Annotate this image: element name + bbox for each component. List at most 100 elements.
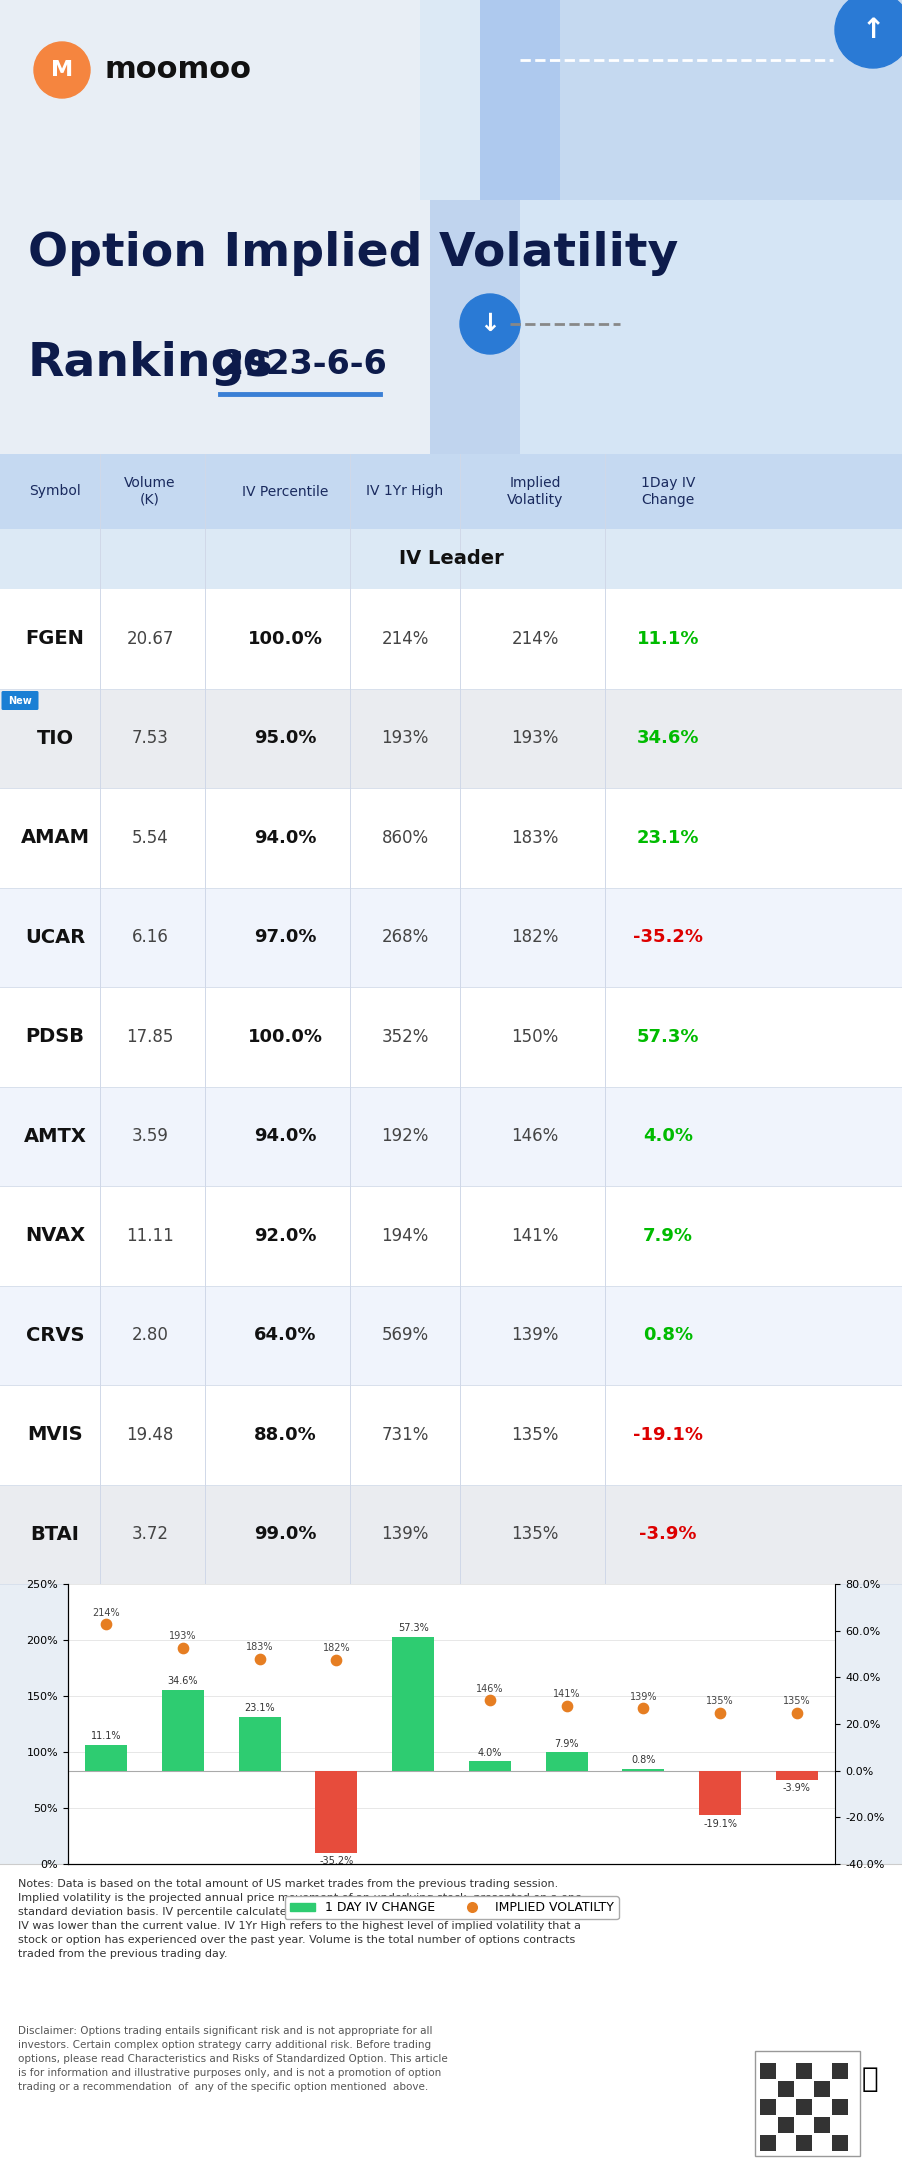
Text: 141%: 141% <box>511 1226 558 1246</box>
Text: 99.0%: 99.0% <box>253 1526 316 1544</box>
Text: UCAR: UCAR <box>25 928 85 946</box>
FancyBboxPatch shape <box>0 454 902 528</box>
Text: 214%: 214% <box>511 630 558 648</box>
FancyBboxPatch shape <box>0 1187 902 1285</box>
Text: 193%: 193% <box>381 728 428 748</box>
Text: ↑: ↑ <box>861 15 884 43</box>
Text: 7.9%: 7.9% <box>642 1226 692 1246</box>
Text: 11.1%: 11.1% <box>91 1731 121 1741</box>
Text: -35.2%: -35.2% <box>319 1857 353 1865</box>
Text: 135%: 135% <box>782 1696 810 1707</box>
Text: 0.8%: 0.8% <box>642 1326 693 1344</box>
Text: 569%: 569% <box>381 1326 428 1344</box>
Text: 194%: 194% <box>381 1226 428 1246</box>
Bar <box>238 1717 281 1770</box>
FancyBboxPatch shape <box>813 2117 829 2133</box>
Text: 11.1%: 11.1% <box>636 630 698 648</box>
FancyBboxPatch shape <box>0 689 902 787</box>
Text: 5.54: 5.54 <box>132 828 168 846</box>
Text: 20.67: 20.67 <box>126 630 173 648</box>
Circle shape <box>834 0 902 67</box>
FancyBboxPatch shape <box>759 2100 775 2115</box>
Text: 135%: 135% <box>511 1426 558 1444</box>
FancyBboxPatch shape <box>754 2050 859 2157</box>
FancyBboxPatch shape <box>0 987 902 1087</box>
Text: 3.59: 3.59 <box>132 1128 169 1146</box>
Circle shape <box>34 41 90 98</box>
Text: 192%: 192% <box>381 1128 428 1146</box>
FancyBboxPatch shape <box>778 2081 793 2098</box>
Bar <box>698 1770 741 1815</box>
Text: 268%: 268% <box>381 928 428 946</box>
Text: 139%: 139% <box>629 1691 657 1702</box>
Bar <box>468 1761 511 1770</box>
Text: 183%: 183% <box>245 1641 273 1652</box>
Text: 100.0%: 100.0% <box>247 630 322 648</box>
Text: FGEN: FGEN <box>25 628 85 648</box>
FancyBboxPatch shape <box>0 528 902 589</box>
FancyBboxPatch shape <box>0 1385 902 1485</box>
Text: 860%: 860% <box>381 828 428 846</box>
Text: 17.85: 17.85 <box>126 1028 173 1046</box>
Legend: 1 DAY IV CHANGE, IMPLIED VOLATILTY: 1 DAY IV CHANGE, IMPLIED VOLATILTY <box>284 1896 618 1920</box>
Text: 193%: 193% <box>511 728 558 748</box>
Text: 182%: 182% <box>511 928 558 946</box>
Point <box>176 1630 190 1665</box>
Text: NVAX: NVAX <box>25 1226 85 1246</box>
Text: IV Leader: IV Leader <box>399 550 503 567</box>
Text: 214%: 214% <box>92 1607 120 1617</box>
FancyBboxPatch shape <box>0 0 419 200</box>
Text: 34.6%: 34.6% <box>636 728 698 748</box>
Text: Symbol: Symbol <box>29 485 81 498</box>
Text: 97.0%: 97.0% <box>253 928 316 946</box>
Text: 1Day IV
Change: 1Day IV Change <box>640 476 695 507</box>
Text: Volume
(K): Volume (K) <box>124 476 176 507</box>
FancyBboxPatch shape <box>759 2135 775 2150</box>
Text: 64.0%: 64.0% <box>253 1326 316 1344</box>
Text: 731%: 731% <box>381 1426 428 1444</box>
Text: 23.1%: 23.1% <box>636 828 698 846</box>
Text: 7.9%: 7.9% <box>554 1739 578 1748</box>
Text: 57.3%: 57.3% <box>397 1624 428 1633</box>
Text: 352%: 352% <box>381 1028 428 1046</box>
FancyBboxPatch shape <box>759 2063 775 2078</box>
Text: 92.0%: 92.0% <box>253 1226 316 1246</box>
FancyBboxPatch shape <box>796 2135 811 2150</box>
Point <box>329 1644 344 1678</box>
Text: 11.11: 11.11 <box>126 1226 174 1246</box>
Text: 23.1%: 23.1% <box>244 1702 274 1713</box>
FancyBboxPatch shape <box>796 2100 811 2115</box>
Bar <box>391 1637 434 1770</box>
FancyBboxPatch shape <box>0 0 902 200</box>
Text: TIO: TIO <box>36 728 73 748</box>
Text: 182%: 182% <box>322 1644 350 1654</box>
Circle shape <box>459 293 520 354</box>
Text: IV 1Yr High: IV 1Yr High <box>366 485 443 498</box>
Text: Notes: Data is based on the total amount of US market trades from the previous t: Notes: Data is based on the total amount… <box>18 1878 594 1959</box>
Text: PDSB: PDSB <box>25 1028 85 1046</box>
Bar <box>545 1752 587 1770</box>
Text: IV Percentile: IV Percentile <box>242 485 327 498</box>
FancyBboxPatch shape <box>778 2117 793 2133</box>
Text: 0.8%: 0.8% <box>630 1754 655 1765</box>
Point <box>406 1678 420 1713</box>
Text: 2.80: 2.80 <box>132 1326 169 1344</box>
Bar <box>775 1770 817 1781</box>
Text: 139%: 139% <box>381 1526 428 1544</box>
Text: AMAM: AMAM <box>21 828 89 848</box>
Text: 135%: 135% <box>705 1696 733 1707</box>
Bar <box>315 1770 357 1852</box>
FancyBboxPatch shape <box>0 787 902 887</box>
FancyBboxPatch shape <box>520 200 902 454</box>
Text: 214%: 214% <box>381 630 428 648</box>
Text: 3.72: 3.72 <box>132 1526 169 1544</box>
FancyBboxPatch shape <box>0 1087 902 1187</box>
Text: -35.2%: -35.2% <box>632 928 703 946</box>
FancyBboxPatch shape <box>0 1285 902 1385</box>
Text: 2023-6-6: 2023-6-6 <box>220 348 386 380</box>
FancyBboxPatch shape <box>559 0 902 200</box>
Bar <box>85 1746 127 1770</box>
FancyBboxPatch shape <box>0 200 902 454</box>
Text: 19.48: 19.48 <box>126 1426 173 1444</box>
Text: AMTX: AMTX <box>23 1126 87 1146</box>
